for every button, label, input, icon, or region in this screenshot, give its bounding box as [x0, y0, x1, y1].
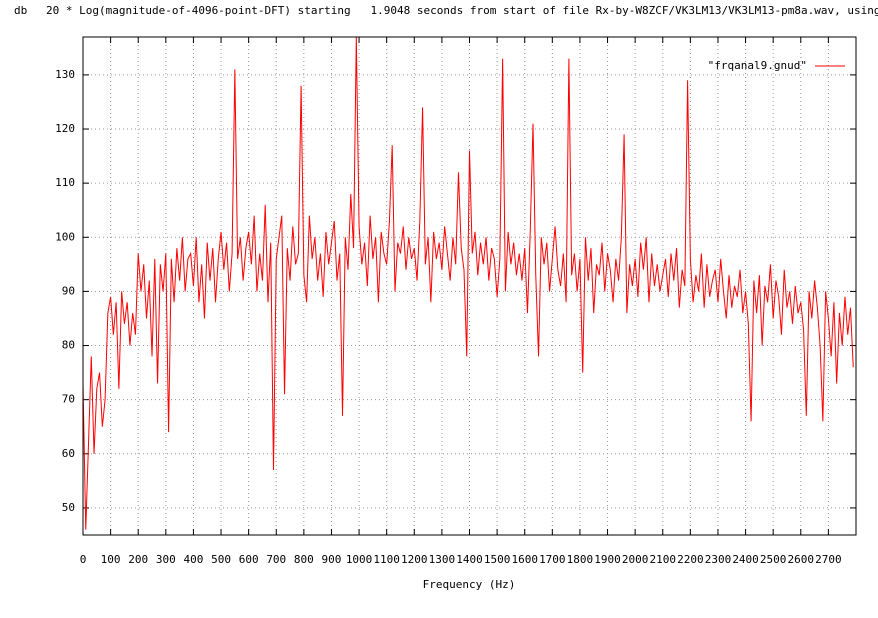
- x-tick-label: 300: [156, 553, 176, 566]
- y-tick-label: 60: [62, 447, 75, 460]
- x-tick-label: 600: [239, 553, 259, 566]
- x-tick-label: 200: [128, 553, 148, 566]
- x-tick-label: 2500: [760, 553, 787, 566]
- y-tick-label: 50: [62, 501, 75, 514]
- x-tick-label: 1700: [539, 553, 566, 566]
- x-tick-label: 2100: [650, 553, 677, 566]
- y-tick-label: 70: [62, 393, 75, 406]
- x-tick-label: 2400: [732, 553, 759, 566]
- x-tick-label: 1500: [484, 553, 511, 566]
- x-tick-label: 2200: [677, 553, 704, 566]
- x-tick-label: 2300: [705, 553, 732, 566]
- x-tick-label: 100: [101, 553, 121, 566]
- x-tick-label: 1100: [373, 553, 400, 566]
- x-tick-label: 1000: [346, 553, 373, 566]
- x-tick-label: 900: [322, 553, 342, 566]
- x-tick-label: 800: [294, 553, 314, 566]
- series-line: [83, 37, 854, 530]
- x-tick-label: 0: [80, 553, 87, 566]
- x-tick-label: 700: [266, 553, 286, 566]
- x-tick-label: 2600: [788, 553, 815, 566]
- x-tick-label: 1600: [511, 553, 538, 566]
- x-tick-label: 1900: [594, 553, 621, 566]
- x-tick-label: 2700: [815, 553, 842, 566]
- y-tick-label: 100: [55, 230, 75, 243]
- x-tick-label: 1200: [401, 553, 428, 566]
- plot-border: [82, 36, 857, 536]
- x-tick-label: 1800: [567, 553, 594, 566]
- y-tick-label: 80: [62, 339, 75, 352]
- chart-title: 20 * Log(magnitude-of-4096-point-DFT) st…: [46, 4, 878, 17]
- y-tick-label: 130: [55, 68, 75, 81]
- y-tick-label: 110: [55, 176, 75, 189]
- y-tick-label: 120: [55, 122, 75, 135]
- x-tick-label: 500: [211, 553, 231, 566]
- x-tick-label: 1400: [456, 553, 483, 566]
- x-tick-label: 400: [183, 553, 203, 566]
- y-tick-label: 90: [62, 284, 75, 297]
- y-axis-label: db: [14, 4, 27, 17]
- x-tick-label: 1300: [429, 553, 456, 566]
- x-tick-label: 2000: [622, 553, 649, 566]
- legend-label: "frqanal9.gnud": [708, 59, 807, 72]
- x-axis-label: Frequency (Hz): [423, 578, 516, 591]
